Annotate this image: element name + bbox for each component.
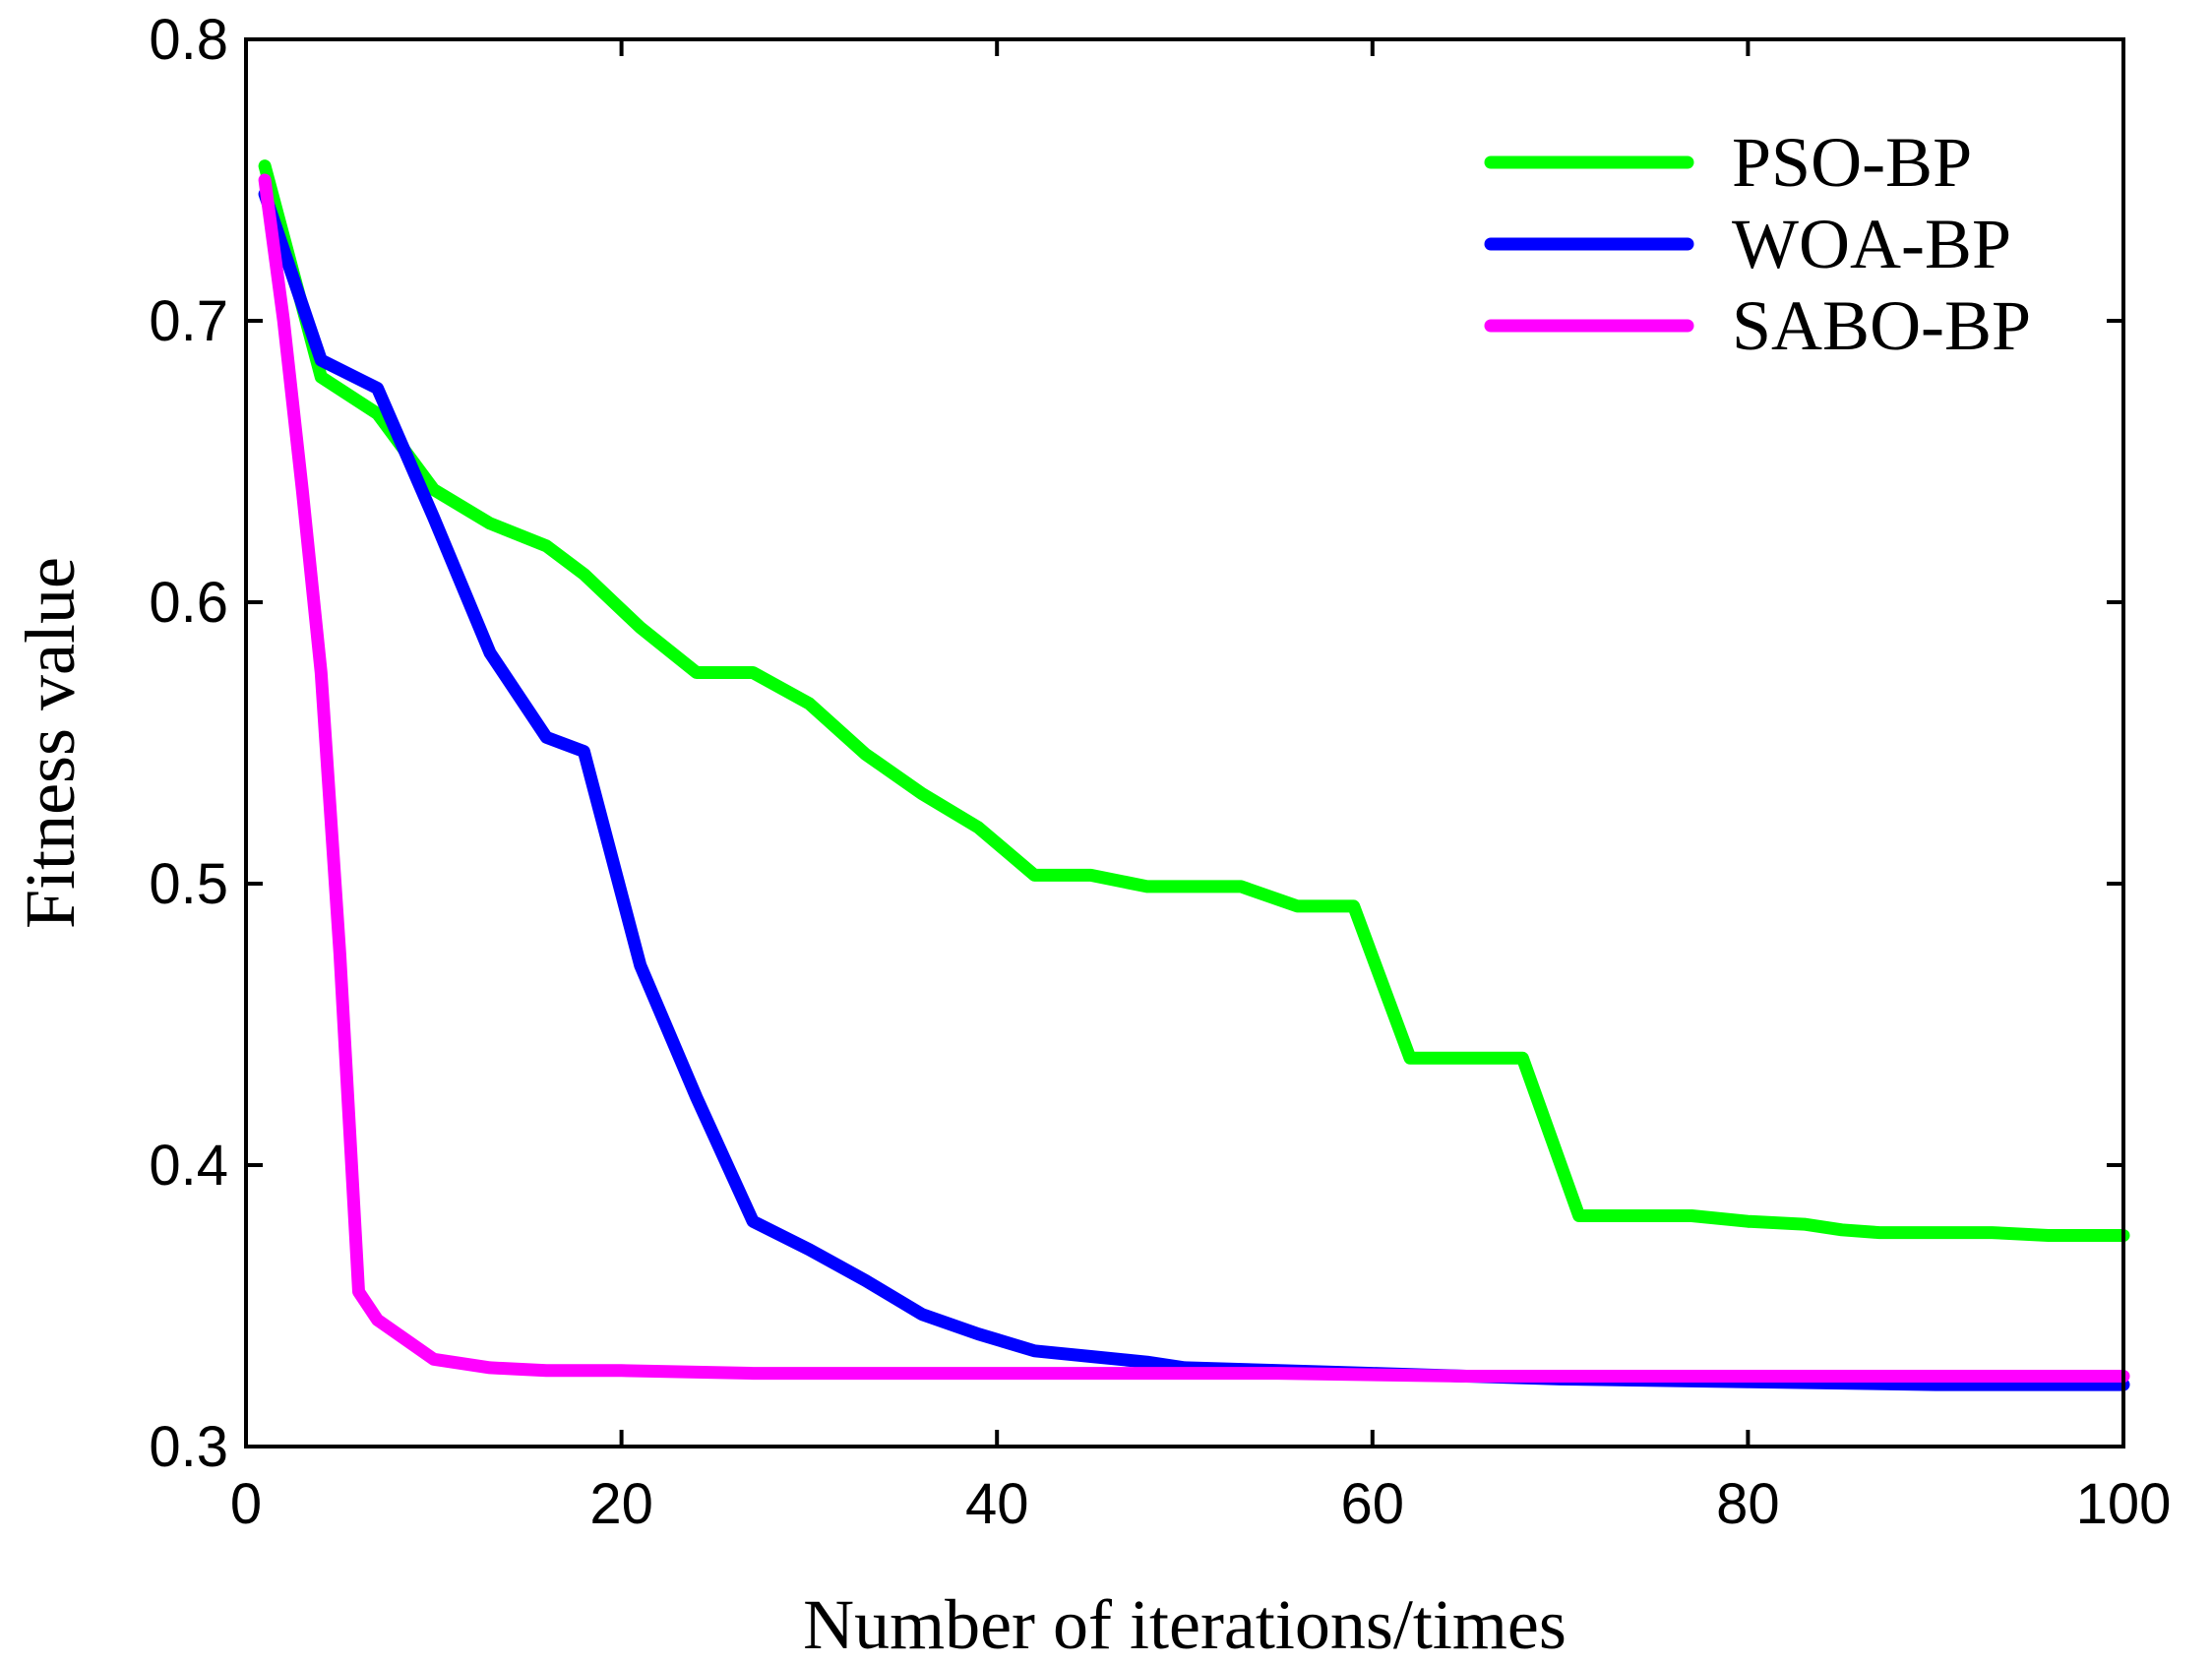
series-line-pso-bp <box>258 159 2130 1242</box>
legend-label-pso-bp: PSO-BP <box>1732 123 1972 202</box>
y-axis-title: Fitness value <box>11 557 90 929</box>
x-tick-label: 60 <box>1341 1472 1405 1536</box>
x-tick-label: 20 <box>589 1472 653 1536</box>
y-tick-label: 0.7 <box>149 289 228 353</box>
x-axis-title: Number of iterations/times <box>803 1585 1567 1664</box>
y-tick-label: 0.3 <box>149 1415 228 1479</box>
axes: 0 20 40 60 80 100 0.3 0.4 0.5 0.6 0.7 0.8 <box>149 8 2171 1536</box>
series-line-sabo-bp <box>258 173 2130 1383</box>
plot-series-layer <box>258 159 2130 1391</box>
y-tick-label: 0.4 <box>149 1134 228 1198</box>
y-tick-label: 0.5 <box>149 852 228 916</box>
x-tick-label: 40 <box>965 1472 1029 1536</box>
y-tick-label: 0.8 <box>149 8 228 72</box>
legend-label-woa-bp: WOA-BP <box>1732 205 2011 283</box>
x-tick-label: 0 <box>230 1472 262 1536</box>
legend-label-sabo-bp: SABO-BP <box>1732 286 2031 365</box>
x-tick-label: 100 <box>2076 1472 2172 1536</box>
x-tick-label: 80 <box>1716 1472 1780 1536</box>
y-tick-label: 0.6 <box>149 571 228 635</box>
plot-frame <box>244 37 2125 1448</box>
